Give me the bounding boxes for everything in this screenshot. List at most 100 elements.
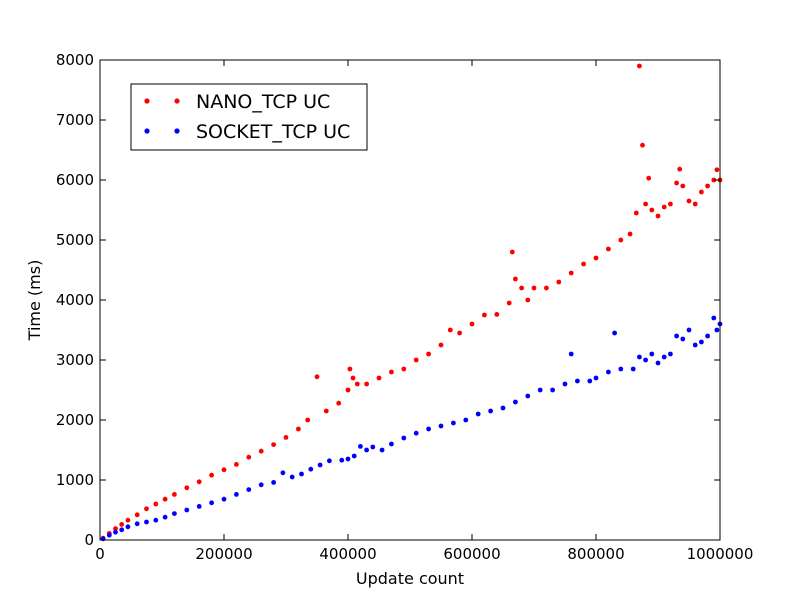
point-series1-2 — [113, 529, 118, 535]
point-series0-69 — [705, 183, 710, 189]
point-series1-10 — [184, 507, 190, 513]
point-series0-39 — [494, 312, 500, 317]
point-series1-17 — [271, 480, 276, 485]
point-series1-14 — [234, 492, 239, 497]
x-tick-label-1: 200000 — [195, 545, 252, 563]
point-series1-52 — [618, 366, 624, 372]
x-tick-label-0: 0 — [95, 545, 105, 563]
point-series0-30 — [389, 369, 394, 375]
point-series0-34 — [438, 342, 444, 348]
point-series0-6 — [144, 506, 149, 512]
point-series1-28 — [364, 447, 369, 453]
point-series0-53 — [627, 231, 633, 237]
point-series1-42 — [525, 393, 531, 399]
point-series0-45 — [531, 285, 537, 291]
point-series0-10 — [184, 485, 190, 491]
point-series0-42 — [513, 276, 518, 282]
point-series1-29 — [370, 444, 376, 450]
point-series0-67 — [692, 201, 698, 207]
point-series0-65 — [680, 183, 686, 189]
point-series0-4 — [125, 517, 131, 523]
point-series1-56 — [649, 351, 655, 357]
point-series1-3 — [119, 527, 125, 533]
point-series1-23 — [327, 458, 332, 464]
point-series0-19 — [296, 426, 301, 432]
point-series0-57 — [643, 201, 648, 207]
point-series0-29 — [376, 375, 382, 381]
point-series1-43 — [537, 387, 543, 393]
point-series1-7 — [153, 517, 159, 523]
point-series0-52 — [618, 237, 624, 243]
point-series0-5 — [134, 512, 140, 518]
point-series1-25 — [345, 456, 351, 462]
point-series0-43 — [519, 285, 524, 291]
point-series1-53 — [630, 366, 636, 372]
point-series1-30 — [379, 447, 385, 453]
legend-marker-socket-2 — [174, 128, 180, 134]
point-series0-59 — [649, 207, 655, 213]
point-series0-48 — [568, 270, 574, 276]
point-series0-63 — [674, 180, 679, 186]
point-series0-40 — [506, 300, 512, 306]
point-series1-5 — [134, 521, 140, 527]
point-series1-65 — [705, 333, 710, 339]
legend-marker-socket-1 — [144, 128, 150, 134]
x-axis-label: Update count — [356, 569, 464, 588]
y-tick-label-1: 1000 — [56, 471, 94, 489]
point-series1-34 — [426, 426, 431, 432]
legend-box — [130, 83, 368, 151]
point-series1-6 — [144, 519, 149, 525]
point-series0-55 — [637, 63, 642, 69]
point-series1-24 — [339, 457, 345, 463]
x-tick-label-5: 1000000 — [687, 545, 754, 563]
y-tick-label-6: 6000 — [56, 171, 94, 189]
point-series1-31 — [389, 441, 394, 447]
legend-marker-nano-2 — [174, 98, 180, 104]
point-series0-26 — [350, 375, 356, 381]
point-series1-55 — [643, 357, 648, 363]
point-series1-49 — [593, 375, 599, 381]
point-series1-21 — [308, 466, 314, 472]
point-series1-64 — [699, 339, 704, 345]
point-series0-60 — [655, 213, 661, 219]
point-series0-13 — [221, 467, 227, 473]
point-series1-9 — [172, 511, 177, 516]
point-series0-20 — [305, 417, 311, 423]
point-series1-19 — [289, 474, 295, 480]
point-series1-48 — [587, 378, 593, 384]
point-series0-49 — [581, 261, 586, 267]
point-series1-27 — [358, 444, 363, 449]
point-series0-62 — [668, 201, 673, 207]
point-series1-32 — [401, 435, 407, 441]
point-series1-62 — [686, 327, 692, 333]
axis-ticks: 0 200000 400000 600000 800000 1000000 0 1000 200… — [56, 51, 754, 563]
point-series1-22 — [317, 462, 323, 468]
point-series0-22 — [323, 408, 329, 414]
point-series0-51 — [606, 246, 611, 252]
point-series0-50 — [593, 255, 599, 261]
point-series0-18 — [283, 435, 289, 440]
point-series1-54 — [637, 354, 642, 360]
plot-frame — [99, 59, 721, 541]
y-tick-label-2: 2000 — [56, 411, 94, 429]
point-series0-61 — [661, 204, 667, 210]
point-series1-15 — [246, 487, 252, 492]
point-series0-44 — [525, 297, 531, 303]
point-series0-2 — [113, 526, 118, 531]
point-series0-23 — [336, 400, 342, 406]
point-series1-47 — [575, 378, 580, 384]
point-series1-12 — [209, 500, 215, 506]
point-series0-33 — [426, 351, 431, 357]
point-series1-44 — [550, 387, 555, 393]
point-series0-68 — [699, 189, 704, 195]
x-tick-label-3: 600000 — [443, 545, 500, 563]
point-series1-8 — [162, 514, 168, 520]
point-series0-27 — [354, 381, 360, 387]
point-series0-38 — [482, 312, 487, 318]
point-series0-11 — [196, 479, 202, 485]
y-axis-label: Time (ms) — [25, 260, 44, 342]
point-series0-71 — [714, 167, 720, 173]
x-tick-label-2: 400000 — [319, 545, 376, 563]
point-series1-58 — [661, 354, 667, 360]
